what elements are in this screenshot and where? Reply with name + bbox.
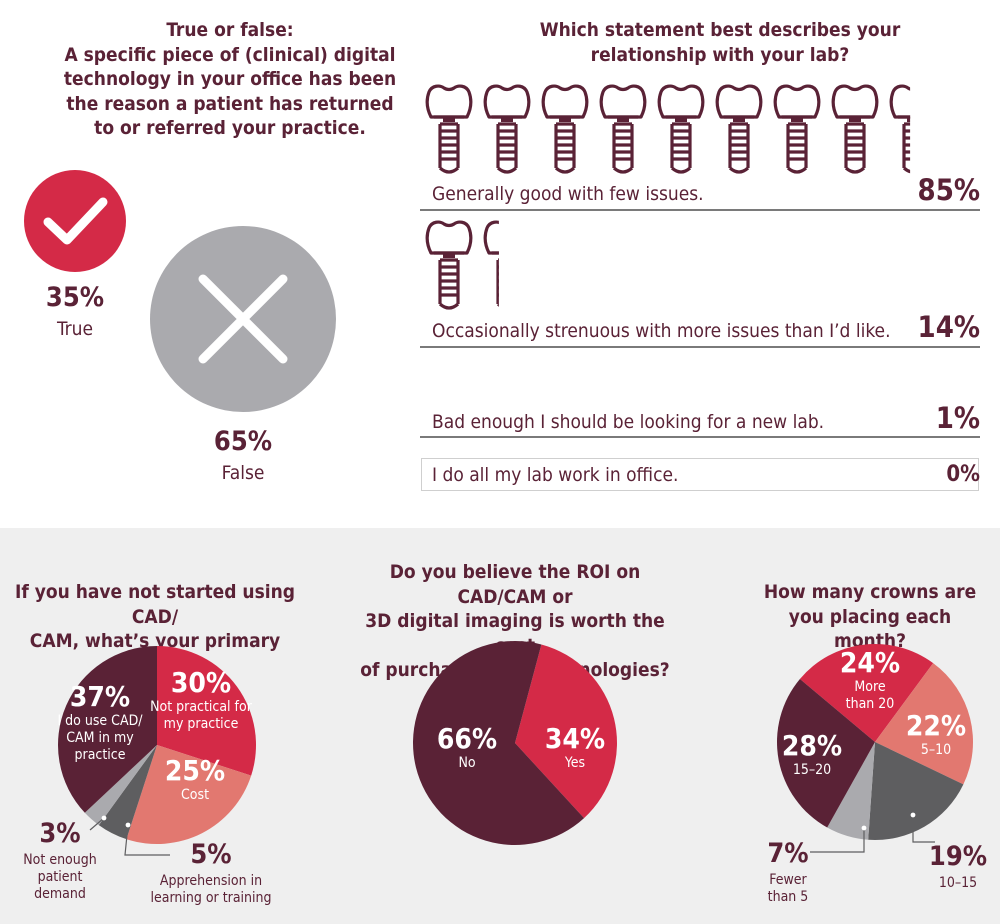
true-false-title: True or false: A specific piece of (clin… [63, 19, 397, 139]
slice-pct-label: 25% [165, 754, 225, 787]
leader-dot [910, 812, 916, 818]
slice-pct-label: 3% [39, 818, 80, 849]
cross-icon [198, 274, 288, 364]
slice-text-label: I do use CAD/ [57, 713, 143, 729]
lab-icons-row-occasionally [425, 220, 499, 310]
dental-implant-icon [889, 84, 911, 174]
pie-slice [98, 745, 157, 840]
slice-text-label: Not enough [23, 852, 96, 868]
dental-implant-icon [541, 84, 589, 174]
slice-pct-label: 66% [437, 722, 497, 755]
slice-text-label: patient [38, 869, 83, 885]
slice-pct-label: 37% [70, 680, 130, 713]
slice-text-label: than 20 [846, 696, 895, 712]
slice-text-label: More [854, 679, 885, 695]
slice-text-label: Yes [564, 755, 585, 771]
false-pct: 65% [213, 426, 273, 457]
dental-implant-icon [425, 220, 473, 310]
slice-text-label: Not practical for [150, 699, 253, 715]
true-label: True [56, 318, 94, 340]
pie-slice [413, 641, 585, 845]
leader-line [124, 824, 170, 856]
lab-row-label: Generally good with few issues. [432, 183, 704, 205]
slice-text-label: Cost [181, 787, 209, 803]
lab-row-divider [420, 209, 980, 211]
slice-text-label: practice [75, 747, 126, 763]
lab-row-pct: 0% [946, 462, 980, 487]
dental-implant-icon [773, 84, 821, 174]
slice-text-label: 5–10 [921, 742, 951, 758]
slice-pct-label: 30% [171, 666, 231, 699]
dental-implant-icon [657, 84, 705, 174]
lab-row-label: I do all my lab work in office. [432, 464, 679, 486]
slice-text-label: 15–20 [793, 762, 831, 778]
true-pct: 35% [45, 282, 105, 313]
pie-slice [777, 679, 875, 828]
lab-row-in-office-box [421, 458, 979, 491]
lab-row-pct: 14% [917, 310, 980, 344]
slice-pct-label: 7% [767, 838, 808, 869]
leader-dot [125, 822, 131, 828]
slice-pct-label: 34% [545, 722, 605, 755]
true-circle [24, 170, 126, 272]
pie-slice [515, 644, 617, 819]
pie-slice [84, 745, 157, 826]
leader-line [810, 828, 865, 853]
lab-row-pct: 1% [935, 401, 980, 435]
lab-row-pct: 85% [917, 173, 980, 207]
pie-slice [126, 745, 252, 844]
slice-text-label: 10–15 [939, 875, 977, 891]
pie-slice [157, 646, 257, 776]
pie-slice [799, 644, 934, 742]
pie-slice [827, 742, 875, 840]
leader-line [912, 815, 935, 843]
crowns-title: How many crowns are you placing each mon… [763, 581, 977, 652]
slice-pct-label: 22% [906, 709, 966, 742]
dental-implant-icon [599, 84, 647, 174]
lab-row-label: Bad enough I should be looking for a new… [432, 411, 825, 433]
slice-text-label: Fewer [769, 872, 807, 888]
dental-implant-icon [483, 84, 531, 174]
leader-dot [101, 815, 107, 821]
slice-text-label: No [458, 755, 475, 771]
slice-text-label: CAM in my [66, 730, 134, 746]
slice-text-label: Apprehension in [160, 873, 262, 889]
lab-row-divider [420, 436, 980, 438]
slice-pct-label: 5% [190, 839, 231, 870]
slice-text-label: than 5 [768, 889, 809, 905]
slice-text-label: learning or training [150, 890, 271, 906]
slice-pct-label: 28% [782, 729, 842, 762]
dental-implant-icon [427, 358, 470, 396]
checkmark-icon [43, 197, 108, 245]
dental-implant-icon [831, 84, 879, 174]
dental-implant-icon [425, 84, 473, 174]
false-label: False [221, 462, 265, 484]
pie-slice [868, 742, 964, 840]
false-circle [150, 226, 336, 412]
slice-pct-label: 24% [840, 646, 900, 679]
slice-pct-label: 19% [929, 841, 987, 872]
slice-text-label: my practice [164, 716, 239, 732]
leader-line [89, 817, 105, 831]
pie-slice [58, 646, 157, 813]
pie-slice [875, 663, 973, 785]
lab-row-label: Occasionally strenuous with more issues … [432, 320, 891, 342]
lab-icons-row-generally-good [425, 84, 911, 174]
dental-implant-icon [483, 220, 499, 310]
lab-title: Which statement best describes your rela… [539, 19, 901, 66]
leader-dot [861, 825, 867, 831]
dental-implant-icon [715, 84, 763, 174]
lab-row-divider [420, 346, 980, 348]
slice-text-label: demand [34, 886, 86, 902]
roi-pie: 34%Yes 66%No [413, 641, 617, 845]
lab-icons-row-bad [420, 356, 920, 396]
lab-chart: Generally good with few issues. 85% Occa… [420, 84, 980, 491]
